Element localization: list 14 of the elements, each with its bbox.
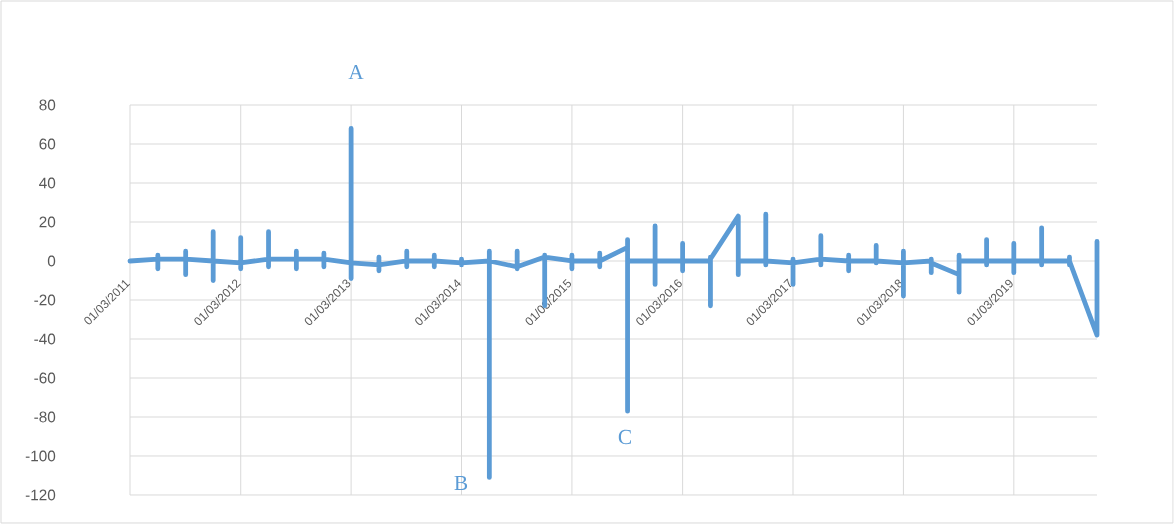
y-tick-label: 80 bbox=[39, 99, 56, 111]
y-tick-label: -20 bbox=[34, 294, 56, 306]
text: A bbox=[348, 64, 364, 80]
y-tick-label: -100 bbox=[25, 450, 56, 462]
y-tick-label: 60 bbox=[39, 138, 56, 150]
y-tick-label: -60 bbox=[34, 372, 56, 384]
y-tick-label: -80 bbox=[34, 411, 56, 423]
y-tick-label: 20 bbox=[39, 216, 56, 228]
annotation: C bbox=[618, 429, 631, 445]
y-tick-label: -40 bbox=[34, 333, 56, 345]
y-tick-label: -120 bbox=[25, 489, 56, 501]
y-tick-label: 0 bbox=[47, 255, 56, 267]
y-tick-label: 40 bbox=[39, 177, 56, 189]
annotation: B bbox=[454, 475, 468, 490]
